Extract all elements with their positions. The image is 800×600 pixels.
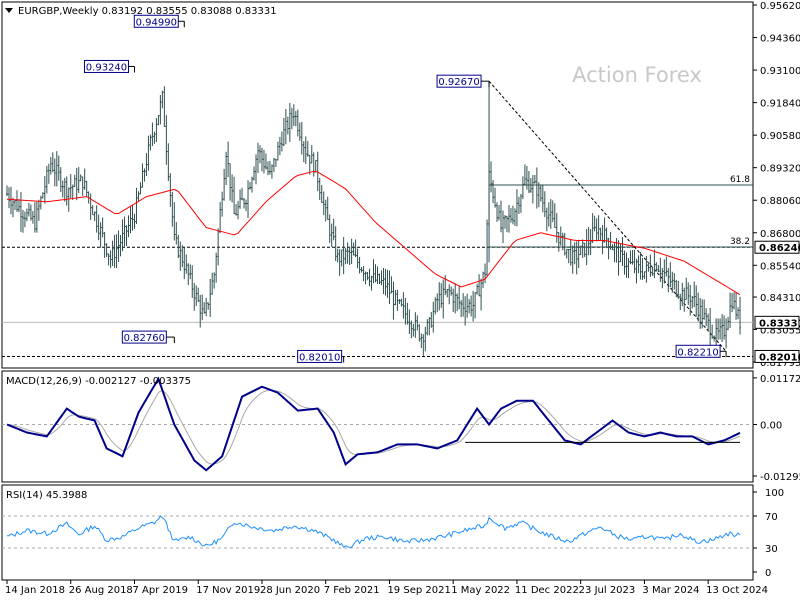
rsi-ytick-label-2: 30 <box>765 544 778 555</box>
x-tick-label-11: 13 Oct 2024 <box>706 585 768 596</box>
annotation-box-1 <box>133 14 179 28</box>
price-ytick-label-1: 0.94360 <box>760 34 800 45</box>
price-ytick-label-6: 0.88060 <box>760 196 800 207</box>
price-ytick-label-11: 0.81795 <box>760 358 800 369</box>
fib-level-label-0: 61.8 <box>730 175 750 185</box>
symbol-header: EURGBP,Weekly 0.83192 0.83555 0.83088 0.… <box>18 6 277 17</box>
price-ytick-label-5: 0.89320 <box>760 164 800 175</box>
x-tick-label-7: 1 May 2022 <box>451 585 510 596</box>
rsi-pane <box>1 484 754 581</box>
axis-layer: 0.95620 0.94360 0.93100 0.91840 0.90580 0.893… <box>5 1 800 596</box>
annotation-box-3 <box>297 349 343 363</box>
moving-average-line <box>6 170 741 296</box>
price-ytick-label-3: 0.91840 <box>760 99 800 110</box>
price-ytick-label-10: 0.83055 <box>760 325 800 336</box>
annotation-label-5: 0.82210 <box>677 347 718 358</box>
current-price-label: 0.83331 <box>759 318 800 329</box>
x-tick-label-10: 3 Mar 2024 <box>642 585 699 596</box>
x-tick-label-9: 23 Jul 2023 <box>579 585 636 596</box>
macd-ytick-label-0: 0.011727 <box>760 374 800 385</box>
price-ytick-label-9: 0.84310 <box>760 293 800 304</box>
x-tick-label-4: 28 Jun 2020 <box>260 585 320 596</box>
dropdown-triangle-icon[interactable] <box>5 8 13 13</box>
price-layer: 61.8 38.2 0.93240 0.94990 0.82760 0.82010 0.92… <box>2 14 753 363</box>
price-ytick-label-2: 0.93100 <box>760 66 800 77</box>
annotation-label-2: 0.82760 <box>124 333 165 344</box>
price-ytick-label-4: 0.90580 <box>760 131 800 142</box>
price-ytick-label-7: 0.86800 <box>760 229 800 240</box>
x-tick-label-5: 7 Feb 2021 <box>324 585 380 596</box>
macd-title: MACD(12,26,9) -0.002127 -0.003375 <box>6 376 191 387</box>
marked-level-axis-label-0: 0.86240 <box>759 243 800 254</box>
macd-ytick-label-1: 0.00 <box>760 421 782 432</box>
rsi-layer <box>2 515 753 549</box>
marked-level-box-0 <box>754 240 800 254</box>
annotation-box-0 <box>83 59 129 73</box>
rsi-ytick-label-0: 100 <box>765 488 784 499</box>
current-price-box <box>754 315 800 329</box>
annotation-label-1: 0.94990 <box>136 17 177 28</box>
rsi-ytick-label-1: 70 <box>765 512 778 523</box>
x-tick-label-3: 17 Nov 2019 <box>196 585 260 596</box>
fib-level-label-1: 38.2 <box>730 237 750 247</box>
x-tick-label-2: 7 Apr 2019 <box>132 585 187 596</box>
annotation-box-2 <box>121 330 167 344</box>
rsi-ytick-label-3: 0 <box>765 568 771 579</box>
price-ytick-label-0: 0.95620 <box>760 1 800 12</box>
marked-level-box-1 <box>754 349 800 363</box>
macd-pane <box>1 370 754 483</box>
marked-level-axis-label-1: 0.82010 <box>759 352 800 363</box>
x-tick-label-8: 11 Dec 2022 <box>515 585 579 596</box>
watermark: Action Forex <box>572 63 702 87</box>
annotation-label-3: 0.82010 <box>299 352 340 363</box>
x-tick-label-1: 26 Aug 2018 <box>69 585 133 596</box>
price-ytick-label-8: 0.85540 <box>760 261 800 272</box>
rsi-line <box>6 515 741 548</box>
annotation-label-4: 0.92670 <box>438 77 479 88</box>
annotation-box-5 <box>675 344 721 358</box>
x-tick-label-6: 19 Sep 2021 <box>387 585 450 596</box>
macd-ytick-label-2: -0.012951 <box>760 472 800 483</box>
macd-line <box>6 376 741 472</box>
x-tick-label-0: 14 Jan 2018 <box>5 585 65 596</box>
macd-layer <box>2 376 753 472</box>
annotation-label-0: 0.93240 <box>86 62 127 73</box>
annotation-box-4 <box>436 74 482 88</box>
rsi-title: RSI(14) 45.3988 <box>6 490 87 501</box>
